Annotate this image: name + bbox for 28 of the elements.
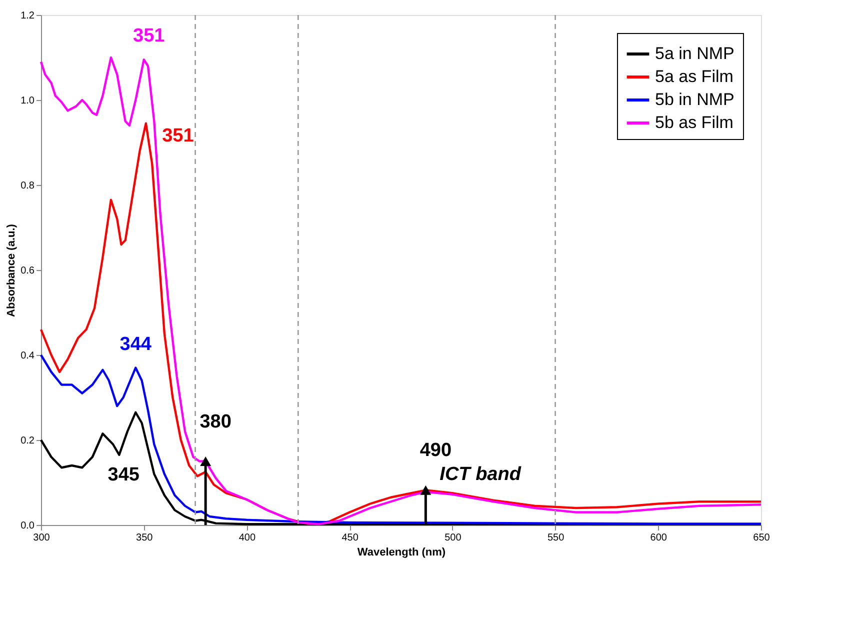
annotation: 344: [120, 334, 152, 355]
x-tick-label: 600: [650, 532, 668, 544]
annotation: ICT band: [440, 464, 522, 486]
annotation: 380: [200, 411, 232, 432]
annotation: 351: [133, 26, 166, 47]
x-tick-label: 550: [547, 532, 565, 544]
legend-label: 5a as Film: [655, 67, 734, 86]
x-axis-title: Wavelength (nm): [357, 546, 446, 558]
y-tick-label: 1.2: [20, 10, 35, 22]
annotation: 351: [162, 125, 194, 146]
y-tick-label: 0.4: [20, 350, 35, 362]
y-tick-label: 1.0: [20, 96, 35, 106]
annotation: 345: [108, 464, 140, 486]
annotation: 490: [420, 440, 452, 462]
y-tick-label: 0.6: [20, 266, 35, 276]
y-axis-title: Absorbance (a.u.): [6, 224, 18, 317]
legend-label: 5b as Film: [655, 113, 734, 132]
x-tick-label: 300: [33, 532, 50, 544]
legend-label: 5b in NMP: [655, 90, 734, 109]
y-tick-label: 0.2: [20, 436, 35, 446]
legend-label: 5a in NMP: [655, 44, 734, 63]
x-tick-label: 650: [753, 532, 770, 544]
y-tick-label: 0.0: [20, 520, 35, 532]
y-tick-label: 0.8: [20, 180, 35, 192]
x-tick-label: 400: [238, 532, 256, 544]
x-tick-label: 350: [136, 532, 154, 544]
x-tick-label: 450: [342, 532, 359, 544]
x-tick-label: 500: [444, 532, 462, 544]
